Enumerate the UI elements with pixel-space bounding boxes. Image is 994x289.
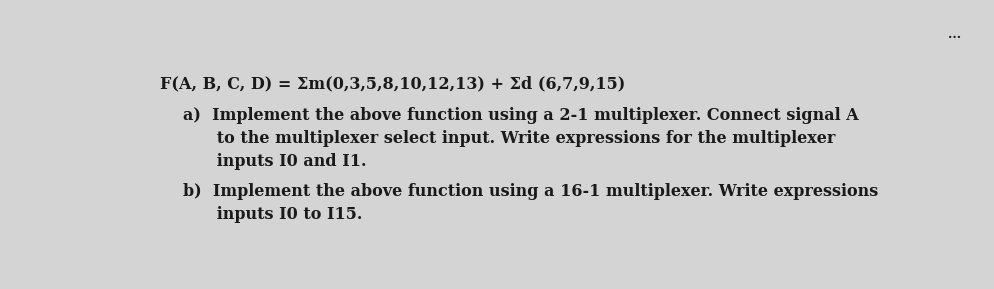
Text: a)  Implement the above function using a 2-1 multiplexer. Connect signal A: a) Implement the above function using a … [183, 107, 858, 124]
Text: inputs I0 to I15.: inputs I0 to I15. [183, 206, 362, 223]
Text: b)  Implement the above function using a 16-1 multiplexer. Write expressions: b) Implement the above function using a … [183, 183, 878, 200]
Text: ...: ... [947, 28, 960, 41]
Text: to the multiplexer select input. Write expressions for the multiplexer: to the multiplexer select input. Write e… [183, 130, 835, 147]
Text: F(A, B, C, D) = Σm(0,3,5,8,10,12,13) + Σd (6,7,9,15): F(A, B, C, D) = Σm(0,3,5,8,10,12,13) + Σ… [160, 75, 624, 92]
Text: inputs I0 and I1.: inputs I0 and I1. [183, 153, 366, 170]
